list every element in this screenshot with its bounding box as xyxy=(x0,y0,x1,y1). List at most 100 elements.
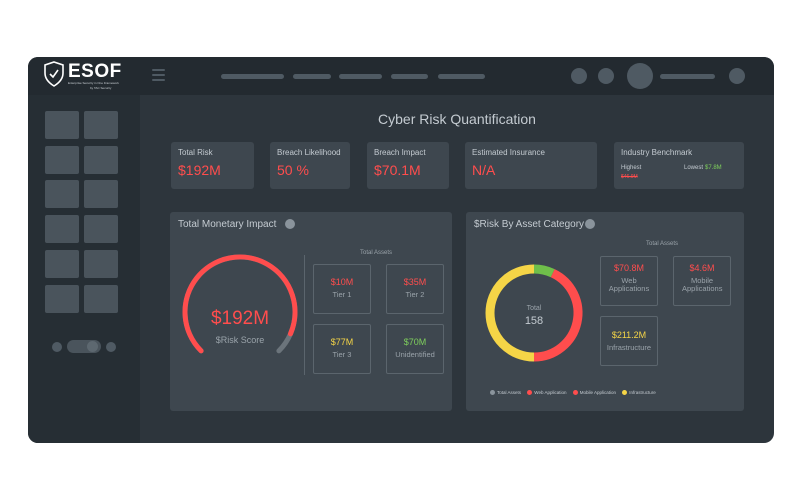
category-tile[interactable]: $70.8M Web Applications xyxy=(600,256,658,306)
sidebar-item[interactable] xyxy=(84,215,118,243)
donut-total-label: Total xyxy=(526,305,542,312)
asset-category-panel: $Risk By Asset Category Total 158 Total … xyxy=(466,212,744,411)
sidebar-dot-right[interactable] xyxy=(106,342,116,352)
donut-segment-mobile-application[interactable] xyxy=(533,264,555,278)
tier-tile[interactable]: $77M Tier 3 xyxy=(313,324,371,374)
kpi-value: $192M xyxy=(178,162,221,178)
sidebar-item[interactable] xyxy=(84,111,118,139)
donut-segment-web-application[interactable] xyxy=(533,269,583,362)
legend-label: Web Application xyxy=(534,390,567,396)
tier-label: Tier 3 xyxy=(332,350,352,359)
tier-tile[interactable]: $35M Tier 2 xyxy=(386,264,444,314)
legend-dot xyxy=(572,390,578,396)
settings-icon[interactable] xyxy=(598,68,614,84)
assets-caption: Total Assets xyxy=(646,241,679,247)
kpi-value: N/A xyxy=(472,162,496,178)
gauge-value: $192M xyxy=(210,308,270,329)
info-icon[interactable] xyxy=(585,219,595,229)
logo-tagline: Enterprise Security in One Framework xyxy=(68,81,119,85)
donut-segment-infrastructure[interactable] xyxy=(485,264,535,362)
nav-item-3[interactable] xyxy=(339,74,382,79)
kpi-estimated-insurance[interactable]: Estimated Insurance N/A xyxy=(465,142,597,189)
kpi-label: Breach Likelihood xyxy=(277,148,341,157)
kpi-label: Breach Impact xyxy=(374,148,426,157)
legend-label: Mobile Application xyxy=(579,390,617,396)
user-name[interactable] xyxy=(660,74,715,79)
kpi-breach-impact[interactable]: Breach Impact $70.1M xyxy=(367,142,449,189)
tier-label: Tier 1 xyxy=(332,290,352,299)
assets-caption: Total Assets xyxy=(360,250,393,256)
sidebar-item[interactable] xyxy=(45,180,79,208)
legend-label: Total Assets xyxy=(497,390,522,396)
sidebar-item[interactable] xyxy=(45,111,79,139)
user-menu-icon[interactable] xyxy=(729,68,745,84)
benchmark-lowest-label: Lowest xyxy=(684,165,704,171)
logo-text: ESOF xyxy=(68,61,122,82)
shield-icon xyxy=(44,61,64,87)
tier-tile[interactable]: $70M Unidentified xyxy=(386,324,444,374)
legend-item[interactable]: Mobile Application xyxy=(572,390,617,396)
tier-tile[interactable]: $10M Tier 1 xyxy=(313,264,371,314)
nav-item-5[interactable] xyxy=(438,74,485,79)
kpi-label: Total Risk xyxy=(178,148,213,157)
tier-label: Unidentified xyxy=(395,350,435,359)
main-content: Cyber Risk Quantification Total Risk $19… xyxy=(140,95,774,443)
panel-title: $Risk By Asset Category xyxy=(474,219,585,230)
kpi-breach-likelihood[interactable]: Breach Likelihood 50 % xyxy=(270,142,350,189)
category-label: Mobile Applications xyxy=(682,276,723,293)
risk-gauge xyxy=(182,254,298,354)
notification-icon[interactable] xyxy=(571,68,587,84)
category-tile[interactable]: $211.2M Infrastructure xyxy=(600,316,658,366)
chart-legend: Total Assets Web Application Mobile Appl… xyxy=(490,390,661,396)
sidebar-item[interactable] xyxy=(45,250,79,278)
category-label: Infrastructure xyxy=(606,343,652,352)
nav-item-4[interactable] xyxy=(391,74,428,79)
benchmark-lowest-value: $7.8M xyxy=(705,165,722,171)
page-title: Cyber Risk Quantification xyxy=(378,111,536,127)
kpi-value: $70.1M xyxy=(374,162,421,178)
sidebar-item[interactable] xyxy=(45,146,79,174)
legend-item[interactable]: Infrastructure xyxy=(622,390,656,396)
legend-dot xyxy=(527,390,533,396)
category-value: $70.8M xyxy=(613,263,645,273)
legend-item[interactable]: Web Application xyxy=(527,390,567,396)
tier-label: Tier 2 xyxy=(405,290,425,299)
app-window: ESOF Enterprise Security in One Framewor… xyxy=(28,57,774,443)
sidebar-item[interactable] xyxy=(84,285,118,313)
tier-value: $35M xyxy=(403,277,427,287)
benchmark-highest-label: Highest xyxy=(621,165,642,171)
sidebar-item[interactable] xyxy=(45,285,79,313)
esof-logo[interactable]: ESOF Enterprise Security in One Framewor… xyxy=(44,61,121,91)
tier-value: $70M xyxy=(403,337,427,347)
gauge-label: $Risk Score xyxy=(215,335,265,345)
sidebar-dot-left[interactable] xyxy=(52,342,62,352)
nav-item-2[interactable] xyxy=(293,74,331,79)
top-bar: ESOF Enterprise Security in One Framewor… xyxy=(28,57,774,95)
kpi-label: Industry Benchmark xyxy=(621,148,693,157)
sidebar-item[interactable] xyxy=(84,250,118,278)
category-value: $211.2M xyxy=(611,330,647,340)
gauge-fill xyxy=(182,254,298,354)
category-value: $4.6M xyxy=(689,263,715,273)
tier-value: $77M xyxy=(330,337,354,347)
nav-item-1[interactable] xyxy=(221,74,284,79)
vertical-divider xyxy=(304,255,305,375)
avatar[interactable] xyxy=(627,63,653,89)
category-tile[interactable]: $4.6M Mobile Applications xyxy=(673,256,731,306)
asset-donut-chart xyxy=(485,264,583,362)
logo-byline: by TAC Security xyxy=(90,86,112,90)
kpi-industry-benchmark[interactable]: Industry Benchmark Highest $46.9M Lowest… xyxy=(614,142,744,189)
menu-icon[interactable] xyxy=(152,69,165,81)
tier-value: $10M xyxy=(330,277,354,287)
sidebar-item[interactable] xyxy=(45,215,79,243)
sidebar-toggle[interactable] xyxy=(67,340,101,353)
legend-item[interactable]: Total Assets xyxy=(490,390,522,396)
info-icon[interactable] xyxy=(285,219,295,229)
legend-label: Infrastructure xyxy=(629,390,656,396)
sidebar-item[interactable] xyxy=(84,180,118,208)
legend-dot xyxy=(490,390,495,396)
sidebar xyxy=(28,95,140,443)
kpi-total-risk[interactable]: Total Risk $192M xyxy=(171,142,254,189)
donut-total-value: 158 xyxy=(524,315,544,327)
sidebar-item[interactable] xyxy=(84,146,118,174)
